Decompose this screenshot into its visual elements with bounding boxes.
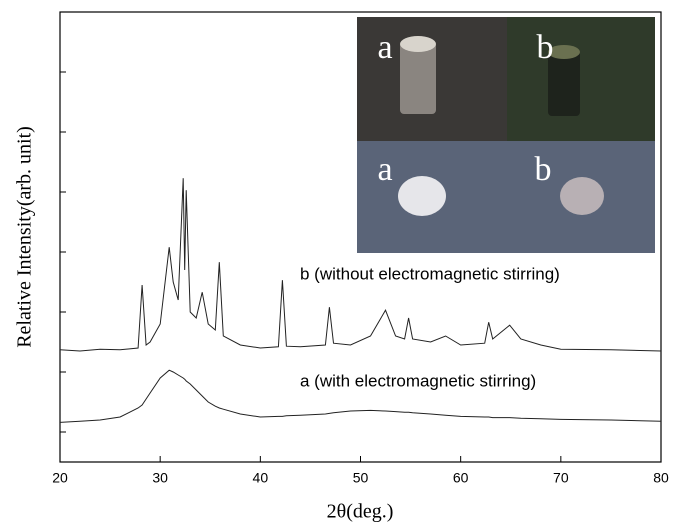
inset-label: a xyxy=(377,151,392,188)
sample-disc xyxy=(398,176,446,216)
x-axis-title: 2θ(deg.) xyxy=(327,501,394,523)
x-tick-label: 20 xyxy=(52,470,68,486)
inset-label: a xyxy=(377,29,392,66)
sample-cylinder xyxy=(400,42,436,114)
x-tick-label: 30 xyxy=(152,470,168,486)
inset-label: b xyxy=(537,29,554,66)
inset-label: b xyxy=(535,151,552,188)
sample-top xyxy=(400,36,436,52)
inset-photo: a b a b xyxy=(357,17,655,253)
series-label: a (with electromagnetic stirring) xyxy=(300,371,536,390)
photo-panel xyxy=(507,17,655,141)
series-label: b (without electromagnetic stirring) xyxy=(300,264,560,283)
y-axis-title: Relative Intensity(arb. unit) xyxy=(14,126,36,348)
x-tick-label: 80 xyxy=(653,470,669,486)
x-tick-label: 60 xyxy=(453,470,469,486)
x-tick-label: 40 xyxy=(253,470,269,486)
x-tick-label: 50 xyxy=(353,470,369,486)
sample-disc xyxy=(560,177,604,215)
x-tick-label: 70 xyxy=(553,470,569,486)
chart: a b a b 2θ(deg.) Relative Intensity(arb.… xyxy=(0,0,683,527)
